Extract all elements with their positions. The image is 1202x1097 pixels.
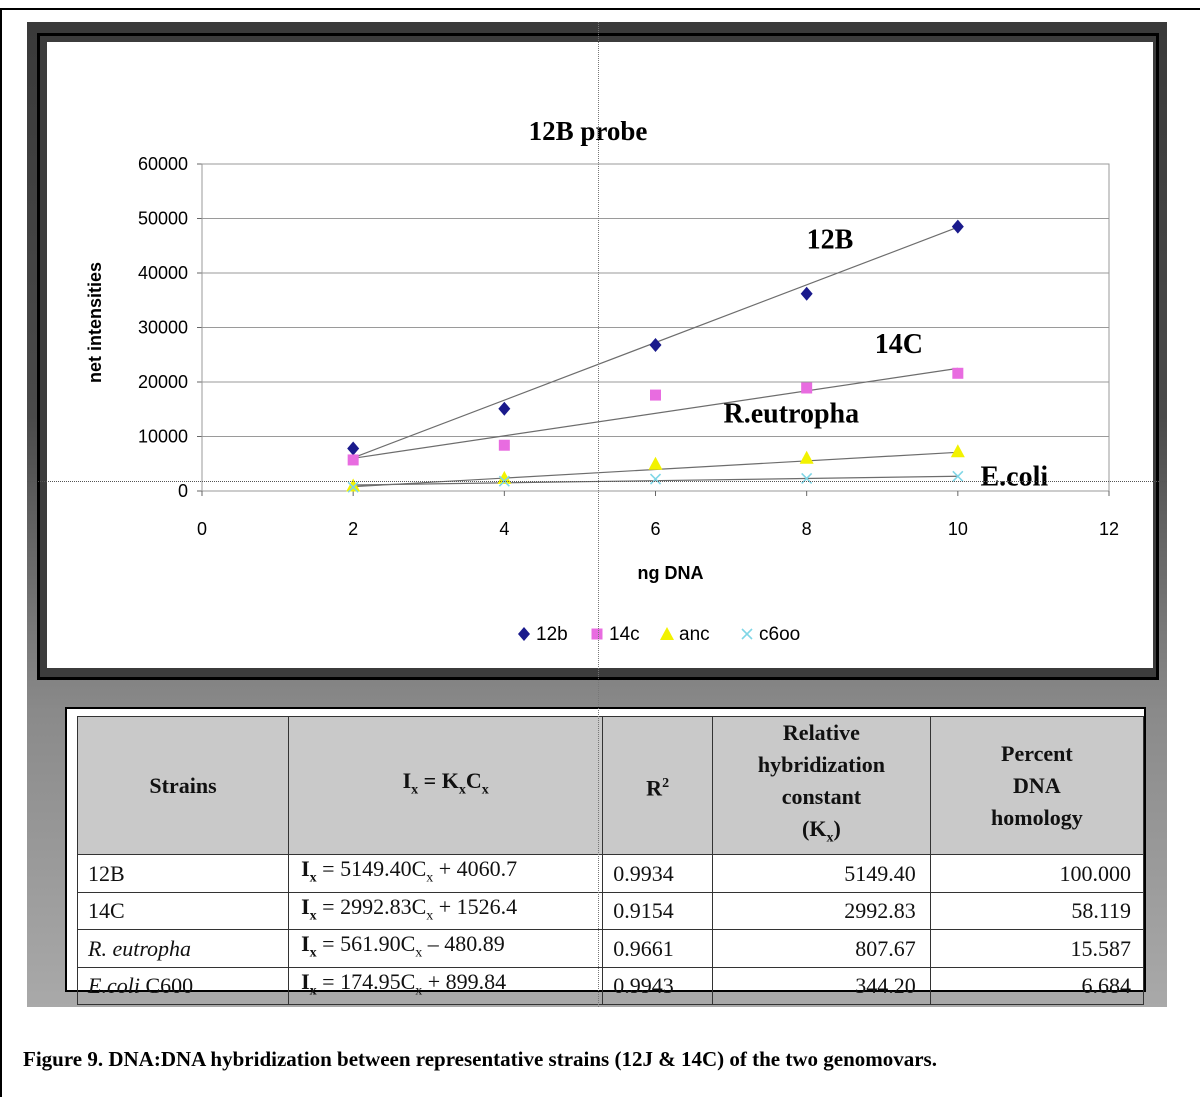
crosshair-horizontal <box>27 481 1167 482</box>
point-anc <box>497 470 512 484</box>
legend-label: 12b <box>536 624 568 645</box>
trendline-14c <box>353 367 958 459</box>
y-tick-label: 10000 <box>138 427 188 447</box>
cell-strain: R. eutropha <box>76 929 290 968</box>
legend-label: 14c <box>609 624 640 645</box>
cell-r-squared: 0.9154 <box>602 891 714 931</box>
legend-label: c6oo <box>759 624 800 645</box>
y-axis-title: net intensities <box>85 262 105 383</box>
figure-caption: Figure 9. DNA:DNA hybridization between … <box>23 1047 937 1071</box>
series-annotation: E.coli <box>981 462 1049 493</box>
header-equation: Ix = KxCx <box>288 715 604 856</box>
x-tick-label: 10 <box>948 519 968 539</box>
y-tick-label: 40000 <box>138 263 188 283</box>
cell-strain: 14C <box>76 891 290 931</box>
point-anc <box>950 444 965 458</box>
point-14c <box>650 389 661 401</box>
point-c6oo <box>952 470 964 482</box>
legend-marker-anc <box>660 627 674 640</box>
cell-strain: E.coli C600 <box>76 966 290 1005</box>
point-12b <box>347 441 360 456</box>
table-header-row: Strains Ix = KxCx R2 Relative hybridizati… <box>76 715 1145 856</box>
legend-marker-c6oo <box>741 628 753 640</box>
header-strains: Strains <box>76 715 290 856</box>
cell-strain: 12B <box>76 854 290 893</box>
point-c6oo <box>649 473 662 485</box>
point-12b <box>800 286 813 301</box>
strain-table: Strains Ix = KxCx R2 Relative hybridizati… <box>76 715 1145 1005</box>
point-14c <box>347 454 359 466</box>
chart-title: 12B probe <box>529 116 648 146</box>
cell-equation: Ix = 174.95Cx + 899.84 <box>288 966 604 1005</box>
point-c6oo <box>347 481 359 493</box>
point-anc <box>346 478 361 492</box>
cell-r-squared: 0.9661 <box>602 929 714 968</box>
x-axis-title: ng DNA <box>638 563 704 583</box>
x-tick-label: 0 <box>197 519 207 539</box>
legend-marker-12b <box>518 627 530 641</box>
point-anc <box>799 450 814 464</box>
x-tick-label: 12 <box>1099 519 1119 539</box>
series-annotation: 12B <box>807 224 854 255</box>
legend-label: anc <box>679 624 710 645</box>
table-row: E.coli C600 Ix = 174.95Cx + 899.84 0.994… <box>76 966 1145 1005</box>
cell-constant: 5149.40 <box>712 854 931 893</box>
x-tick-label: 4 <box>499 519 509 539</box>
cell-equation: Ix = 5149.40Cx + 4060.7 <box>288 854 604 893</box>
y-tick-label: 0 <box>178 481 188 501</box>
legend-marker-14c <box>591 628 603 640</box>
table-row: R. eutropha Ix = 561.90Cx – 480.89 0.966… <box>76 929 1145 968</box>
series-annotation: R.eutropha <box>724 398 860 429</box>
x-tick-label: 6 <box>650 519 660 539</box>
table-row: 14C Ix = 2992.83Cx + 1526.4 0.9154 2992.… <box>76 891 1145 931</box>
chart-svg: 0 10000 20000 30000 40000 50000 60000 0 2 4 6 8 10 12… <box>85 116 1119 645</box>
point-14c <box>498 439 510 451</box>
header-r-squared: R2 <box>602 715 714 856</box>
series-annotation: 14C <box>875 329 923 360</box>
point-12b <box>649 337 662 352</box>
point-14c <box>952 367 964 379</box>
cell-percent: 100.000 <box>929 854 1145 893</box>
cell-constant: 344.20 <box>712 966 931 1005</box>
trendline-c6oo <box>353 475 958 486</box>
header-percent-homology: Percent DNA homology <box>929 715 1145 856</box>
point-12b <box>498 401 511 416</box>
y-tick-label: 20000 <box>138 372 188 392</box>
point-14c <box>801 382 813 394</box>
table-row: 12B Ix = 5149.40Cx + 4060.7 0.9934 5149.… <box>76 854 1145 893</box>
chart-area: 0 10000 20000 30000 40000 50000 60000 0 2 4 6 8 10 12… <box>47 42 1153 668</box>
cell-percent: 15.587 <box>929 929 1145 968</box>
cell-r-squared: 0.9943 <box>602 966 714 1005</box>
cell-equation: Ix = 561.90Cx – 480.89 <box>288 929 604 968</box>
x-tick-label: 8 <box>802 519 812 539</box>
cell-percent: 6.684 <box>929 966 1145 1005</box>
x-tick-label: 2 <box>348 519 358 539</box>
y-tick-label: 60000 <box>138 154 188 174</box>
y-tick-label: 30000 <box>138 318 188 338</box>
point-12b <box>951 219 964 234</box>
cell-constant: 807.67 <box>712 929 931 968</box>
point-anc <box>648 456 663 470</box>
cell-r-squared: 0.9934 <box>602 854 714 893</box>
y-tick-label: 50000 <box>138 209 188 229</box>
cell-constant: 2992.83 <box>712 891 931 931</box>
crosshair-vertical <box>598 22 599 1007</box>
cell-percent: 58.119 <box>929 891 1145 931</box>
page-frame <box>0 8 1200 1097</box>
header-relative-constant: Relative hybridization constant (Kx) <box>712 715 931 856</box>
table-container: Strains Ix = KxCx R2 Relative hybridizati… <box>65 707 1146 1005</box>
cell-equation: Ix = 2992.83Cx + 1526.4 <box>288 891 604 931</box>
